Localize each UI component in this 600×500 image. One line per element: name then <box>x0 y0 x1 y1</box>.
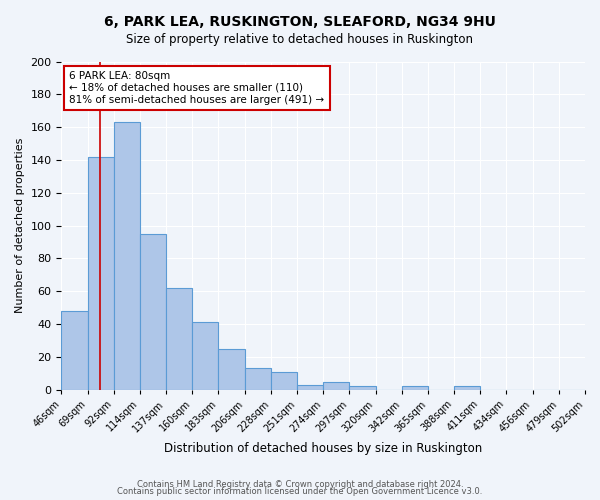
Bar <box>297 385 323 390</box>
Bar <box>61 311 88 390</box>
Bar <box>402 386 428 390</box>
Bar <box>166 288 193 390</box>
Bar <box>218 348 245 390</box>
Text: Size of property relative to detached houses in Ruskington: Size of property relative to detached ho… <box>127 32 473 46</box>
Bar <box>454 386 480 390</box>
Bar <box>88 156 114 390</box>
Text: Contains public sector information licensed under the Open Government Licence v3: Contains public sector information licen… <box>118 488 482 496</box>
Bar <box>271 372 297 390</box>
Bar <box>349 386 376 390</box>
Bar <box>114 122 140 390</box>
Y-axis label: Number of detached properties: Number of detached properties <box>15 138 25 314</box>
X-axis label: Distribution of detached houses by size in Ruskington: Distribution of detached houses by size … <box>164 442 482 455</box>
Bar <box>323 382 349 390</box>
Bar <box>193 322 218 390</box>
Text: Contains HM Land Registry data © Crown copyright and database right 2024.: Contains HM Land Registry data © Crown c… <box>137 480 463 489</box>
Text: 6, PARK LEA, RUSKINGTON, SLEAFORD, NG34 9HU: 6, PARK LEA, RUSKINGTON, SLEAFORD, NG34 … <box>104 15 496 29</box>
Bar <box>245 368 271 390</box>
Text: 6 PARK LEA: 80sqm
← 18% of detached houses are smaller (110)
81% of semi-detache: 6 PARK LEA: 80sqm ← 18% of detached hous… <box>69 72 325 104</box>
Bar <box>140 234 166 390</box>
